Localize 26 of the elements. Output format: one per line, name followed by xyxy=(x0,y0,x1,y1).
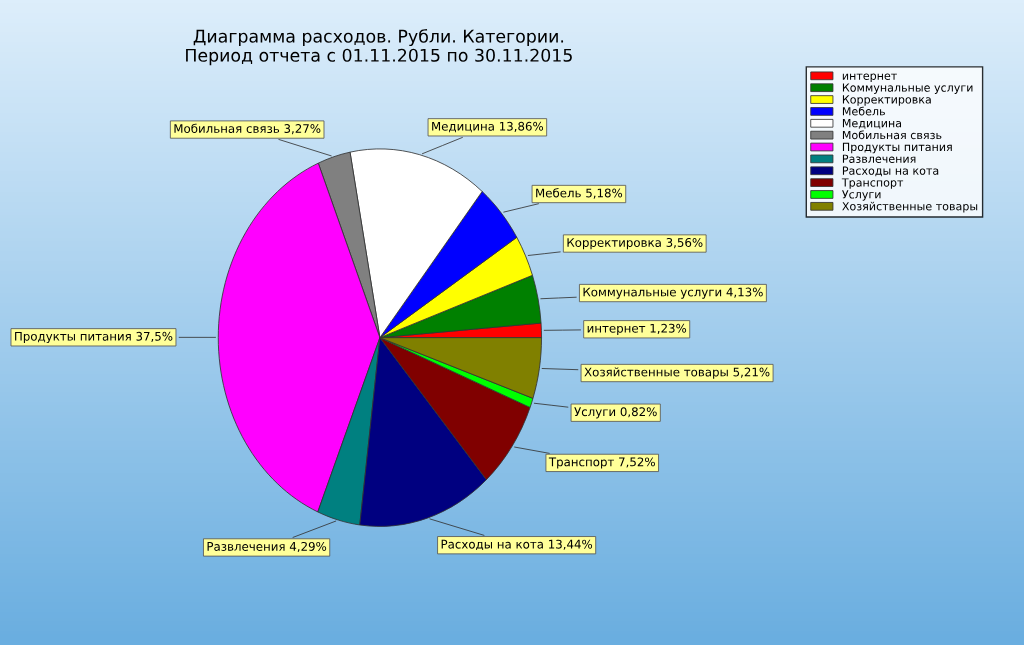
legend-label: Хозяйственные товары xyxy=(842,201,978,213)
chart-title: Диаграмма расходов. Рубли. Категории. xyxy=(193,29,564,47)
legend-label: Услуги xyxy=(842,190,881,201)
legend-label: Продукты питания xyxy=(842,142,952,154)
legend-label: Транспорт xyxy=(841,178,904,189)
legend-label: Расходы на кота xyxy=(842,166,939,177)
legend-label: Мобильная связь xyxy=(842,130,942,140)
data-label: Медицина 13,86% xyxy=(432,121,544,133)
data-label: Расходы на кота 13,44% xyxy=(441,539,593,551)
data-label: Мебель 5,18% xyxy=(536,188,623,199)
legend-label: Корректировка xyxy=(842,95,931,106)
data-label: Транспорт 7,52% xyxy=(548,457,655,469)
data-label: Корректировка 3,56% xyxy=(567,238,703,250)
data-label: Коммунальные услуги 4,13% xyxy=(583,287,763,299)
data-label: Хозяйственные товары 5,21% xyxy=(584,367,770,379)
data-label: интернет 1,23% xyxy=(587,323,687,335)
legend-label: Развлечения xyxy=(842,154,916,163)
legend-label: Медицина xyxy=(842,119,902,129)
data-label: Услуги 0,82% xyxy=(574,407,657,419)
data-label: Развлечения 4,29% xyxy=(207,541,327,553)
legend-label: Коммунальные услуги xyxy=(842,83,973,94)
legend-label: Мебель xyxy=(842,106,885,116)
chart-subtitle: Период отчета с 01.11.2015 по 30.11.2015 xyxy=(186,48,572,66)
data-label: Мобильная связь 3,27% xyxy=(174,123,321,135)
data-label: Продукты питания 37,5% xyxy=(15,331,173,344)
legend-label: интернет xyxy=(842,73,897,83)
